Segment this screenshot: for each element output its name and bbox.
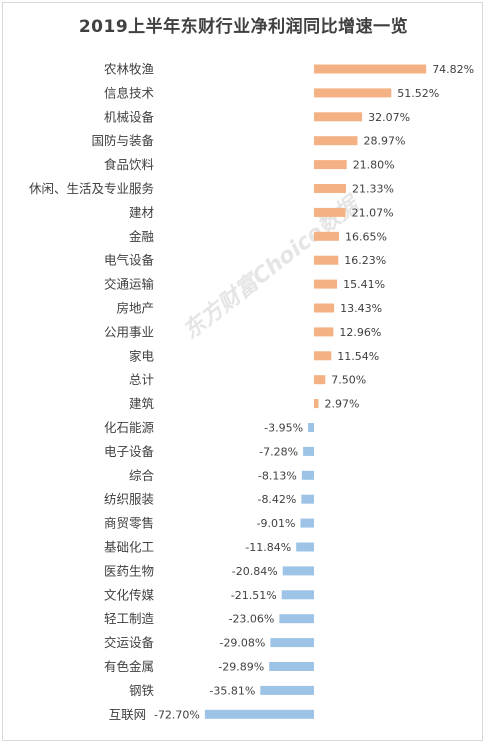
- value-label-12: 11.54%: [337, 350, 379, 363]
- value-label-7: 16.65%: [345, 230, 387, 243]
- value-label-2: 32.07%: [368, 111, 410, 124]
- value-label-6: 21.07%: [352, 206, 394, 219]
- value-label-9: 15.41%: [343, 278, 385, 291]
- category-label-24: 交运设备: [104, 635, 155, 650]
- value-label-8: 16.23%: [344, 254, 386, 267]
- value-label-24: -29.08%: [219, 637, 265, 650]
- bar-25: [269, 662, 314, 671]
- category-label-9: 交通运输: [104, 277, 155, 292]
- category-label-21: 医药生物: [104, 563, 154, 578]
- bar-11: [314, 327, 334, 337]
- bar-20: [296, 542, 314, 552]
- category-label-12: 家电: [129, 348, 155, 363]
- category-label-20: 基础化工: [104, 540, 154, 555]
- bar-12: [314, 351, 332, 361]
- bar-17: [301, 470, 314, 480]
- value-label-20: -11.84%: [245, 541, 291, 554]
- bar-26: [260, 685, 314, 695]
- category-label-27: 互联网: [109, 707, 147, 722]
- value-label-1: 51.52%: [397, 87, 439, 100]
- value-label-16: -7.28%: [259, 445, 298, 458]
- bar-3: [314, 136, 358, 146]
- bar-27: [204, 709, 314, 719]
- category-label-8: 电气设备: [104, 253, 155, 268]
- value-label-4: 21.80%: [353, 159, 395, 172]
- value-label-11: 12.96%: [339, 326, 381, 339]
- category-label-11: 公用事业: [104, 324, 154, 339]
- bar-18: [301, 494, 314, 504]
- bar-9: [314, 279, 338, 289]
- category-label-13: 总计: [129, 372, 154, 387]
- bar-22: [281, 590, 314, 600]
- bar-2: [314, 112, 363, 122]
- bar-10: [314, 303, 335, 313]
- category-label-22: 文化传媒: [104, 587, 155, 602]
- value-label-27: -72.70%: [154, 708, 200, 721]
- value-label-3: 28.97%: [364, 135, 406, 148]
- bar-15: [308, 423, 314, 432]
- category-label-16: 电子设备: [104, 444, 155, 459]
- category-label-25: 有色金属: [104, 659, 154, 674]
- category-label-10: 房地产: [116, 301, 154, 316]
- category-label-7: 金融: [129, 229, 155, 244]
- chart-title: 2019上半年东财行业净利润同比增速一览: [78, 17, 409, 37]
- chart-frame: [2, 2, 483, 741]
- category-label-17: 综合: [129, 468, 155, 483]
- value-label-17: -8.13%: [258, 469, 297, 482]
- category-label-15: 化石能源: [104, 420, 155, 435]
- value-label-13: 7.50%: [331, 374, 366, 387]
- bar-7: [314, 231, 339, 241]
- category-label-1: 信息技术: [104, 85, 155, 100]
- category-label-5: 休闲、生活及专业服务: [29, 181, 154, 196]
- value-label-26: -35.81%: [209, 684, 255, 697]
- value-label-21: -20.84%: [232, 565, 278, 578]
- category-label-23: 轻工制造: [104, 611, 155, 626]
- bar-4: [314, 160, 347, 170]
- value-label-19: -9.01%: [257, 517, 296, 530]
- bar-24: [270, 638, 314, 648]
- value-label-23: -23.06%: [228, 613, 274, 626]
- value-label-15: -3.95%: [264, 422, 303, 435]
- category-label-6: 建材: [129, 205, 154, 220]
- category-label-2: 机械设备: [104, 109, 155, 124]
- category-label-4: 食品饮料: [104, 157, 155, 172]
- bar-8: [314, 255, 339, 265]
- value-label-18: -8.42%: [257, 493, 296, 506]
- bar-5: [314, 184, 346, 193]
- bar-13: [314, 375, 326, 385]
- category-label-3: 国防与装备: [91, 133, 154, 148]
- value-label-0: 74.82%: [432, 63, 474, 76]
- category-label-14: 建筑: [129, 396, 155, 411]
- value-label-14: 2.97%: [325, 398, 360, 411]
- bar-21: [282, 566, 314, 576]
- category-label-19: 商贸零售: [104, 516, 154, 531]
- value-label-10: 13.43%: [340, 302, 382, 315]
- value-label-22: -21.51%: [231, 589, 277, 602]
- value-label-5: 21.33%: [352, 183, 394, 196]
- category-label-26: 钢铁: [129, 683, 155, 698]
- bar-1: [314, 88, 392, 98]
- bar-6: [314, 207, 346, 217]
- bar-16: [303, 446, 314, 456]
- bar-14: [314, 399, 319, 409]
- bar-0: [314, 64, 427, 74]
- bar-19: [300, 518, 314, 528]
- value-label-25: -29.89%: [218, 661, 264, 674]
- category-label-0: 农林牧渔: [104, 62, 154, 77]
- category-label-18: 纺织服装: [104, 492, 154, 507]
- bar-23: [279, 614, 314, 624]
